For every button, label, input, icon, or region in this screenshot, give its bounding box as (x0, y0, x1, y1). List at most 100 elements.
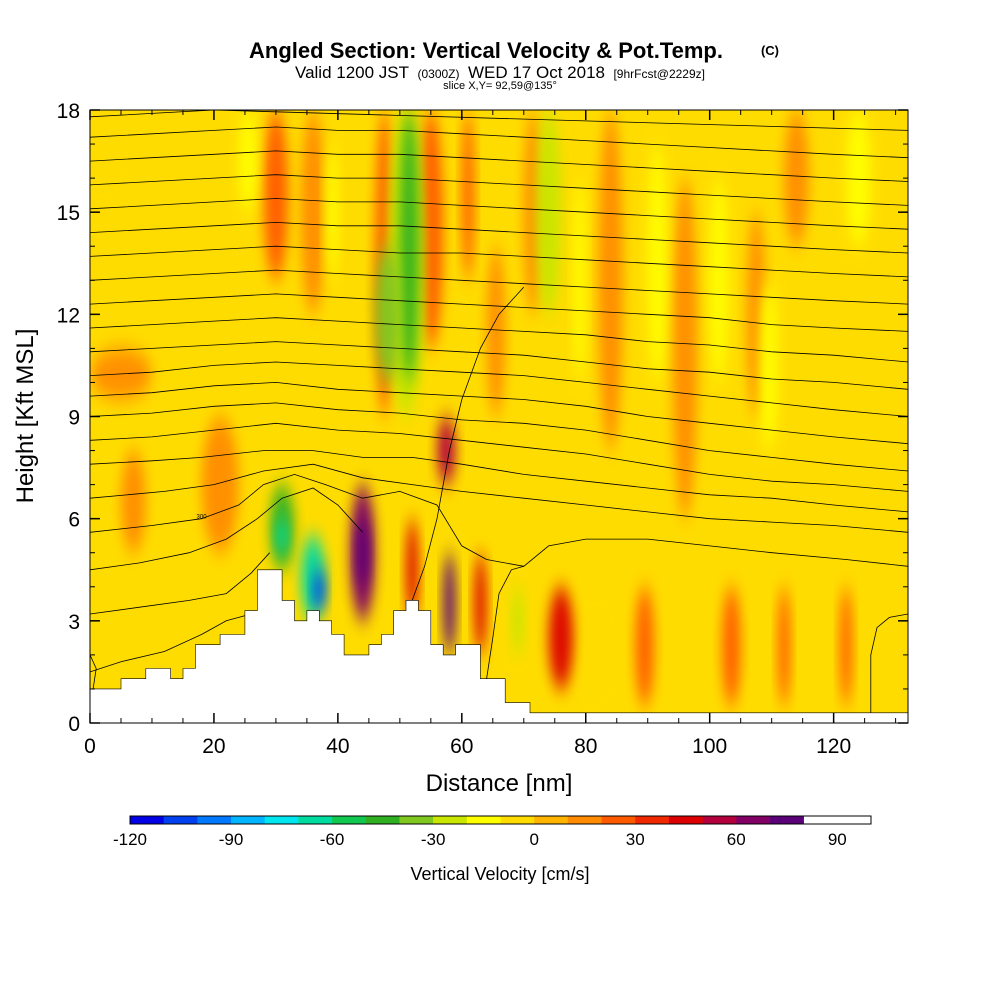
colorbar-swatch-14 (601, 816, 636, 824)
velocity-cell-15 (406, 518, 419, 621)
theta-contour-23 (870, 613, 908, 713)
subtitle-date: WED 17 Oct 2018 (468, 63, 605, 82)
colorbar-tick-label-2: -60 (320, 830, 345, 849)
theta-contour-19 (90, 126, 908, 159)
subtitle-fcst: [9hrFcst@2229z] (613, 67, 705, 81)
theta-contour-0 (90, 613, 252, 673)
chart-title-mark: (C) (761, 43, 779, 58)
colorbar-swatch-11 (500, 816, 535, 824)
velocity-cell-32 (238, 110, 258, 213)
x-tick-label-0: 0 (84, 735, 96, 758)
colorbar-swatch-4 (264, 816, 299, 824)
x-tick-label-4: 80 (574, 735, 597, 758)
velocity-cell-1 (300, 110, 326, 315)
terrain (90, 569, 908, 723)
velocity-cell-31 (313, 569, 326, 611)
y-tick-label-1: 3 (68, 611, 80, 634)
velocity-cell-3 (418, 110, 444, 349)
theta-contour-8 (90, 381, 908, 445)
colorbar-ticks: -120 -90 -60 -30 0 30 60 90 (113, 830, 847, 849)
velocity-cell-42 (585, 620, 605, 689)
potential-temperature-contours: 300 (90, 110, 908, 713)
velocity-cell-11 (784, 110, 809, 247)
colorbar-label: Vertical Velocity [cm/s] (410, 864, 589, 884)
theta-contour-2 (90, 487, 363, 571)
velocity-cell-35 (573, 178, 586, 383)
theta-contour-22 (486, 565, 524, 679)
colorbar-swatch-7 (365, 816, 400, 824)
theta-contour-6 (90, 422, 908, 492)
velocity-cell-37 (709, 178, 729, 383)
velocity-cell-9 (672, 178, 698, 519)
y-tick-label-5: 15 (57, 202, 80, 225)
velocity-cell-4 (437, 416, 456, 485)
theta-contour-3 (90, 473, 908, 567)
velocity-cell-16 (443, 552, 456, 655)
colorbar: -120 -90 -60 -30 0 30 60 90 Vertical Velocity [… (113, 815, 872, 884)
theta-contour-10 (90, 341, 908, 390)
colorbar-tick-label-0: -120 (113, 830, 147, 849)
theta-contour-4 (90, 463, 908, 533)
colorbar-tick-label-5: 30 (626, 830, 645, 849)
slice-label: slice X,Y= 92,59@135° (443, 80, 557, 92)
colorbar-swatch-16 (668, 816, 703, 824)
velocity-cell-33 (325, 144, 338, 281)
theta-contour-15 (90, 221, 908, 254)
y-tick-label-0: 0 (68, 713, 80, 736)
colorbar-tick-label-6: 60 (727, 830, 746, 849)
x-tick-label-2: 40 (326, 735, 349, 758)
velocity-cell-23 (120, 450, 146, 553)
velocity-cell-5 (461, 110, 475, 281)
colorbar-swatches (130, 816, 804, 824)
velocity-cell-41 (511, 586, 524, 655)
colorbar-tick-label-1: -90 (219, 830, 244, 849)
colorbar-swatch-6 (332, 816, 367, 824)
colorbar-tick-label-3: -30 (421, 830, 446, 849)
theta-contour-21 (411, 286, 525, 601)
velocity-cell-26 (399, 110, 419, 383)
velocity-cell-14 (356, 518, 369, 587)
y-axis-label: Height [Kft MSL] (12, 329, 39, 504)
velocity-cell-18 (548, 586, 574, 689)
x-tick-label-1: 20 (202, 735, 225, 758)
theta-contour-18 (90, 150, 908, 182)
theta-contour-12 (90, 293, 908, 332)
x-axis-ticks: 0 20 40 60 80 100 120 (84, 110, 897, 758)
theta-contour-17 (90, 174, 908, 206)
theta-contour-13 (90, 269, 908, 305)
velocity-cell-0 (263, 110, 289, 281)
colorbar-swatch-1 (163, 816, 198, 824)
chart-title: Angled Section: Vertical Velocity & Pot.… (249, 38, 723, 63)
velocity-cell-39 (846, 110, 871, 247)
velocity-cell-8 (598, 110, 623, 451)
velocity-cell-19 (635, 586, 654, 706)
colorbar-swatch-10 (466, 816, 501, 824)
y-axis-ticks: 0 3 6 9 12 15 18 (57, 100, 908, 736)
colorbar-tick-label-7: 90 (828, 830, 847, 849)
colorbar-swatch-12 (534, 816, 569, 824)
velocity-cell-17 (474, 552, 487, 655)
theta-contour-24 (90, 654, 97, 689)
theta-contour-label-3: 300 (197, 515, 208, 521)
theta-contour-9 (90, 361, 908, 417)
y-tick-label-6: 18 (57, 100, 80, 123)
x-axis-label: Distance [nm] (426, 770, 573, 797)
theta-contour-16 (90, 198, 908, 230)
plot-area: 300 (90, 110, 908, 723)
theta-contour-7 (90, 402, 908, 472)
colorbar-swatch-8 (399, 816, 434, 824)
colorbar-swatch-17 (702, 816, 737, 824)
velocity-cell-20 (722, 586, 741, 706)
colorbar-swatch-19 (769, 816, 804, 824)
subtitle-valid: Valid 1200 JST (295, 63, 409, 82)
colorbar-swatch-18 (736, 816, 771, 824)
theta-contour-11 (90, 317, 908, 363)
theta-contour-14 (90, 245, 908, 278)
x-tick-label-3: 60 (450, 735, 473, 758)
colorbar-swatch-9 (433, 816, 468, 824)
velocity-cell-34 (536, 110, 561, 315)
subtitle-utc: (0300Z) (417, 67, 459, 81)
x-tick-label-5: 100 (692, 735, 727, 758)
colorbar-swatch-3 (231, 816, 266, 824)
colorbar-swatch-2 (197, 816, 232, 824)
